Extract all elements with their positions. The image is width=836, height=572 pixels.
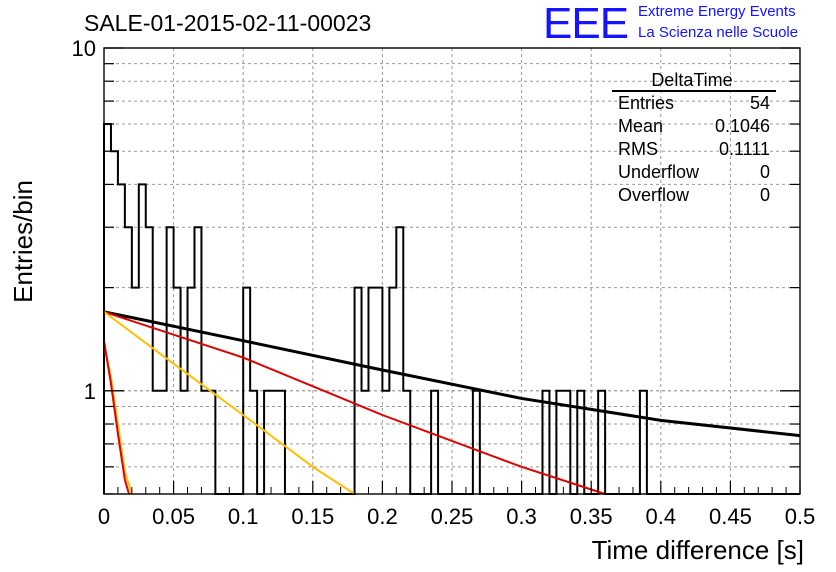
fit-curve-red [103,310,606,495]
x-tick-label: 0.4 [646,504,677,529]
stats-box: DeltaTime Entries 54 Mean 0.1046 RMS 0.1111… [612,70,776,207]
stats-label: Underflow [618,162,700,182]
x-tick-label: 0.35 [570,504,613,529]
fit-curve-black [103,310,801,438]
axis-ticks [103,47,801,495]
run-title: SALE-01-2015-02-11-00023 [84,10,372,36]
stats-value: 0.1111 [718,139,770,159]
x-tick-label: 0.1 [228,504,259,529]
stats-row: Overflow 0 [612,184,776,207]
x-tick-label: 0.05 [152,504,195,529]
stats-label: Mean [618,116,664,136]
stats-label: Entries [618,93,675,113]
stats-row: Entries 54 [612,92,776,115]
stats-value: 54 [749,93,770,113]
stats-value: 0.1046 [714,116,770,136]
y-tick-label: 1 [84,379,96,404]
stats-label: Overflow [618,185,690,205]
stats-title: DeltaTime [612,70,776,92]
logo-tagline-1: Extreme Energy Events [638,3,796,20]
fit-curve-orange [103,311,356,495]
x-tick-label: 0 [98,504,110,529]
stats-row: Underflow 0 [612,161,776,184]
stats-row: Mean 0.1046 [612,115,776,138]
x-tick-label: 0.25 [431,504,474,529]
histogram-bars [103,123,800,495]
stats-label: RMS [618,139,658,159]
fit-curve-red [103,340,131,495]
eee-logo: EEE [543,0,629,48]
grid-lines [104,48,800,495]
x-tick-label: 0.15 [291,504,334,529]
histogram-outline [103,123,800,495]
stats-value: 0 [759,185,770,205]
stats-value: 0 [759,162,770,182]
x-tick-label: 0.3 [506,504,537,529]
tick-labels: 0 0.05 0.1 0.15 0.2 0.25 0.3 0.35 0.4 0.45 0.5 1 10 [72,36,816,529]
x-axis-label: Time difference [s] [591,535,804,565]
logo-tagline-2: La Scienza nelle Scuole [638,24,799,41]
x-tick-label: 0.45 [709,504,752,529]
fit-curves [103,310,801,495]
y-axis-label: Entries/bin [8,180,38,303]
x-tick-label: 0.2 [367,504,398,529]
y-tick-label: 10 [72,36,96,61]
stats-row: RMS 0.1111 [612,138,776,161]
x-tick-label: 0.5 [785,504,816,529]
